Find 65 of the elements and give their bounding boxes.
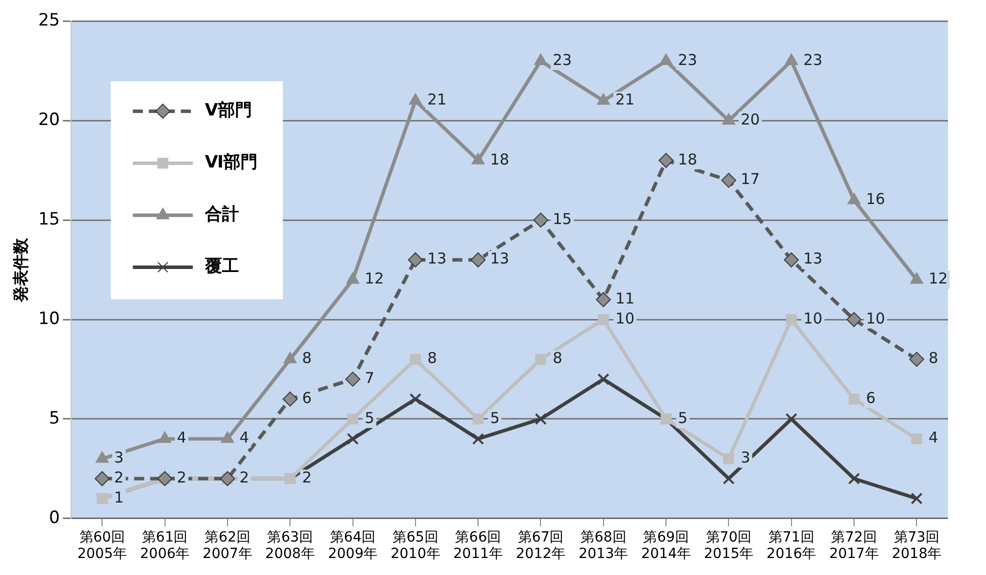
x-tick-label: 第63回 2008年 <box>265 529 315 562</box>
data-label: 6 <box>866 388 876 407</box>
data-label: 4 <box>239 428 250 447</box>
data-label: 10 <box>866 309 886 328</box>
y-tick-label: 25 <box>38 10 60 31</box>
x-tick-label: 第60回 2005年 <box>77 529 127 562</box>
x-tick-label: 第72回 2017年 <box>829 529 879 562</box>
data-label: 23 <box>552 50 572 69</box>
data-label: 5 <box>490 408 500 427</box>
data-label: 20 <box>740 110 760 129</box>
x-tick-label: 第66回 2011年 <box>453 529 503 562</box>
x-tick-label: 第61回 2006年 <box>140 529 190 562</box>
data-label: 2 <box>176 468 186 487</box>
y-tick-label: 0 <box>49 508 60 528</box>
data-label: 13 <box>427 250 447 268</box>
data-label: 8 <box>552 349 562 368</box>
data-label: 12 <box>928 270 948 288</box>
legend-label: Ⅴ部門 <box>204 100 252 121</box>
data-label: 23 <box>803 50 822 69</box>
y-tick-label: 15 <box>38 210 60 230</box>
data-label: 3 <box>114 448 124 467</box>
data-label: 4 <box>928 428 938 447</box>
data-label: 23 <box>678 50 698 69</box>
data-label: 1 <box>114 488 124 506</box>
x-tick-label: 第64回 2009年 <box>328 529 378 562</box>
x-tick-label: 第67回 2012年 <box>516 529 566 562</box>
data-label: 17 <box>740 170 760 188</box>
data-label: 10 <box>803 309 822 328</box>
data-label: 8 <box>427 349 437 368</box>
y-tick-label: 20 <box>38 110 60 130</box>
data-label: 3 <box>740 448 750 467</box>
data-label: 21 <box>615 90 634 109</box>
data-label: 21 <box>427 90 447 109</box>
data-label: 2 <box>239 468 250 487</box>
data-label: 4 <box>176 428 186 447</box>
y-tick-label: 5 <box>49 408 60 428</box>
data-label: 8 <box>302 349 312 368</box>
x-tick-label: 第70回 2015年 <box>704 529 754 562</box>
legend-label: 覆工 <box>204 256 239 277</box>
data-label: 11 <box>615 290 634 308</box>
x-tick-label: 第73回 2018年 <box>892 529 942 562</box>
data-label: 5 <box>364 408 374 427</box>
legend-label: Ⅵ部門 <box>204 152 258 173</box>
data-label: 10 <box>615 309 634 328</box>
data-label: 15 <box>552 210 572 228</box>
data-label: 7 <box>364 369 374 388</box>
x-tick-label: 第69回 2014年 <box>641 529 691 562</box>
x-tick-label: 第68回 2013年 <box>578 529 628 562</box>
y-axis-title: 発表件数 <box>10 236 30 303</box>
data-label: 5 <box>678 408 688 427</box>
data-label: 12 <box>364 270 384 288</box>
data-label: 18 <box>678 150 698 168</box>
x-tick-label: 第65回 2010年 <box>390 529 440 562</box>
legend-label: 合計 <box>204 204 239 225</box>
y-tick-label: 10 <box>38 308 60 329</box>
data-label: 8 <box>928 349 938 368</box>
data-label: 6 <box>302 388 312 407</box>
data-label: 13 <box>803 250 822 268</box>
x-tick-label: 第62回 2007年 <box>202 529 252 562</box>
data-label: 18 <box>490 150 510 168</box>
data-label: 2 <box>302 468 312 487</box>
x-tick-label: 第71回 2016年 <box>766 529 816 562</box>
data-label: 16 <box>866 190 886 208</box>
data-label: 13 <box>490 250 510 268</box>
data-label: 2 <box>114 468 124 487</box>
